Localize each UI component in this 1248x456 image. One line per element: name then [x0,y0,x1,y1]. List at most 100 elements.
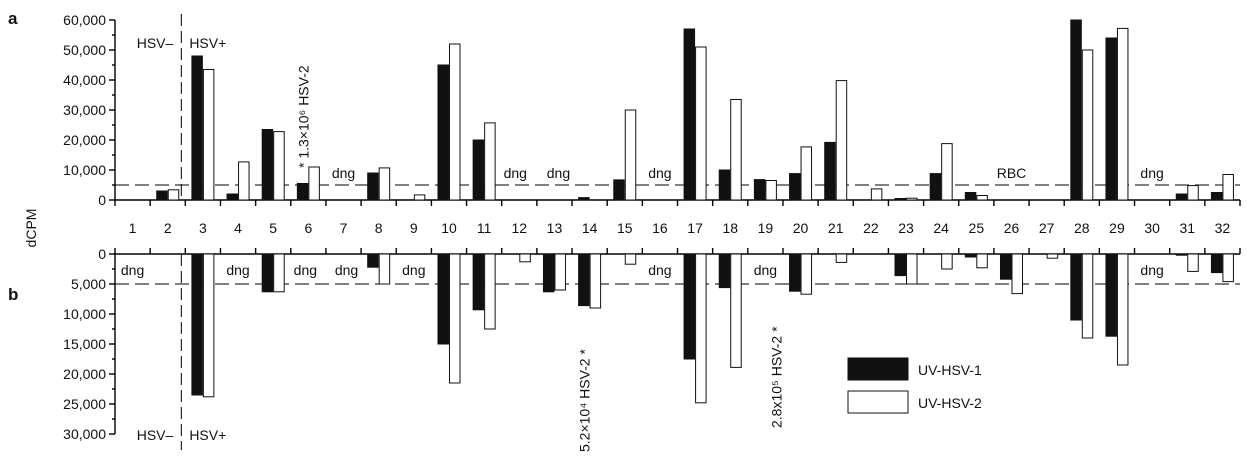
x-tick-label: 3 [199,220,207,236]
group-label-hsv-negative-b: HSV– [137,427,174,443]
bar-uv-hsv-1-a [824,141,836,201]
bar-uv-hsv-2-b [695,253,707,404]
annotation-dng-b: dng [648,262,671,278]
annotation-dng-b: dng [754,262,777,278]
annotation-dng-b: dng [294,262,317,278]
bar-uv-hsv-1-a [1070,19,1082,201]
y-tick-label-a: 50,000 [63,42,106,58]
bar-uv-hsv-1-a [472,139,485,201]
group-label-hsv-positive-b: HSV+ [189,427,226,443]
y-tick-label-a: 40,000 [63,72,106,88]
bar-uv-hsv-2-b [1222,253,1234,283]
panel-b-chart: 0 5,000 10,000 15,000 20,000 25,000 30,000 HSV–… [8,246,1241,452]
annotation-titer-b: 2.8x10⁵ HSV-2 * [768,326,784,428]
y-tick-label-b: 30,000 [63,426,106,442]
bar-uv-hsv-2-a [167,189,180,201]
annotation-rbc-a: RBC [997,165,1027,181]
bar-uv-hsv-1-a [191,55,203,201]
x-tick-label: 30 [1144,220,1160,236]
bar-uv-hsv-1-a [683,28,696,201]
bar-uv-hsv-1-b [367,253,379,268]
bar-uv-hsv-1-a [613,179,625,201]
annotation-dng-a: dng [504,165,527,181]
bar-uv-hsv-1-a [929,173,942,201]
bar-uv-hsv-2-a [378,167,391,201]
bar-uv-hsv-1-b [789,253,801,292]
x-tick-label: 8 [375,220,383,236]
x-tick-label: 18 [722,220,738,236]
x-tick-label: 27 [1039,220,1055,236]
shared-elements: 1 2 3 4 5 6 7 8 9 10 11 12 13 14 15 16 17 18 19 20 21 22 23 24 2… [23,209,1230,414]
bar-uv-hsv-1-a [437,64,449,201]
bar-uv-hsv-2-b [1081,253,1094,339]
panel-letter-a: a [8,9,18,28]
y-tick-label-b: 20,000 [63,366,106,382]
x-tick-label: 13 [547,220,563,236]
bar-uv-hsv-1-a [156,190,168,201]
x-tick-label: 28 [1074,220,1090,236]
bar-uv-hsv-2-a [484,122,496,201]
bar-uv-hsv-1-b [1105,253,1117,337]
bar-uv-hsv-2-b [941,253,953,270]
bar-uv-hsv-2-a [765,180,777,201]
bar-uv-hsv-2-b [835,253,848,263]
bar-uv-hsv-1-a [261,129,274,201]
x-tick-label: 1 [129,220,137,236]
bar-uv-hsv-2-a [413,194,426,201]
bar-uv-hsv-1-b [472,253,485,311]
bar-uv-hsv-2-a [238,161,250,201]
bar-uv-hsv-2-a [1081,49,1094,201]
bar-uv-hsv-1-b [894,253,907,277]
bar-uv-hsv-1-b [437,253,449,345]
bar-uv-hsv-2-a [202,69,215,201]
bar-uv-hsv-1-b [683,253,696,360]
panel-letter-b: b [8,285,18,304]
x-tick-label: 16 [652,220,668,236]
bar-uv-hsv-2-b [624,253,637,265]
bar-uv-hsv-1-a [1175,193,1188,201]
x-tick-label: 15 [617,220,633,236]
bar-uv-hsv-2-b [554,253,566,291]
bar-uv-hsv-2-b [202,253,215,398]
bar-uv-hsv-1-a [789,173,801,201]
bar-uv-hsv-1-a [367,172,379,201]
panel-a-chart: 0 10,000 20,000 30,000 40,000 50,000 60,000 HSV… [8,9,1241,208]
x-tick-label: 29 [1109,220,1125,236]
bar-uv-hsv-2-a [695,46,707,201]
annotation-dng-a: dng [332,165,355,181]
bar-uv-hsv-2-b [800,253,813,295]
bar-uv-hsv-2-a [976,195,988,201]
annotation-dng-b: dng [1140,262,1163,278]
x-tick-label: 14 [582,220,598,236]
annotation-dng-b: dng [335,262,358,278]
bar-uv-hsv-2-b [484,253,496,330]
bar-uv-hsv-2-b [519,253,531,263]
x-tick-label: 10 [441,220,457,236]
x-tick-label: 2 [164,220,172,236]
x-tick-label: 21 [828,220,844,236]
y-tick-label-a: 20,000 [63,132,106,148]
bar-uv-hsv-1-b [191,253,203,396]
x-tick-label: 9 [410,220,418,236]
bar-uv-hsv-2-b [906,253,918,285]
bar-uv-hsv-1-b [578,253,590,307]
x-tick-label: 5 [269,220,277,236]
bar-uv-hsv-1-a [753,179,766,201]
bar-uv-hsv-2-b [378,253,391,285]
bar-uv-hsv-2-b [589,253,602,309]
annotation-dng-b: dng [402,262,425,278]
legend-swatch-uv-hsv-2 [847,390,909,414]
bar-uv-hsv-2-a [624,109,637,201]
bar-uv-hsv-2-a [906,197,918,201]
y-tick-label-a: 0 [98,192,106,208]
y-tick-label-a: 60,000 [63,12,106,28]
bar-uv-hsv-1-a [1105,37,1117,201]
bar-uv-hsv-2-a [273,131,285,201]
bar-uv-hsv-2-b [1011,253,1023,295]
bar-uv-hsv-1-a [578,197,590,201]
y-tick-label-a: 30,000 [63,102,106,118]
x-tick-label: 12 [512,220,528,236]
bar-uv-hsv-1-b [1175,253,1188,256]
bar-uv-hsv-2-a [1116,27,1129,201]
